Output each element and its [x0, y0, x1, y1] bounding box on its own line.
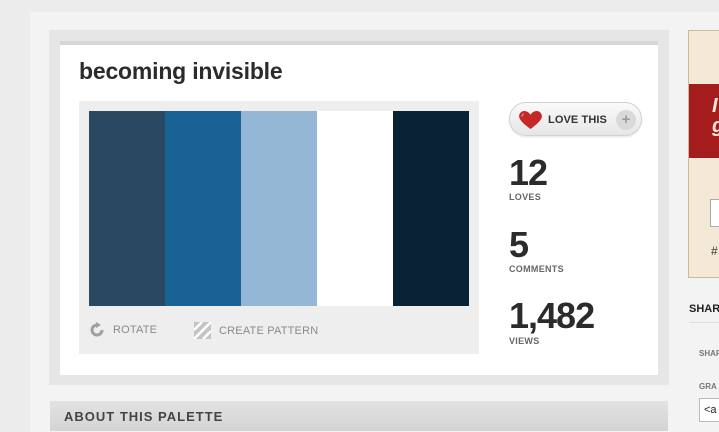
- create-pattern-button[interactable]: CREATE PATTERN: [194, 322, 318, 339]
- create-pattern-label: CREATE PATTERN: [219, 324, 319, 337]
- color-swatch-4[interactable]: [317, 111, 393, 306]
- rotate-label: ROTATE: [113, 324, 158, 336]
- love-this-label: LOVE THIS: [548, 114, 607, 126]
- embed-code-input[interactable]: <a: [699, 398, 719, 422]
- views-count: 1,482: [509, 295, 595, 336]
- sidebar-promo-input[interactable]: [710, 199, 719, 227]
- color-swatch-5[interactable]: [393, 111, 469, 306]
- rotate-icon: [90, 322, 104, 337]
- views-label: VIEWS: [509, 336, 540, 346]
- share-heading: SHAR: [689, 303, 719, 315]
- comments-label[interactable]: COMMENTS: [509, 264, 564, 274]
- color-swatch-2[interactable]: [165, 111, 241, 306]
- share-divider: [689, 322, 719, 323]
- sidebar-promo-banner[interactable]: [689, 84, 719, 158]
- palette-title: becoming invisible: [79, 58, 283, 84]
- loves-count: 12: [509, 152, 548, 193]
- color-swatches: [89, 111, 469, 306]
- pattern-icon: [194, 322, 211, 339]
- love-this-button[interactable]: LOVE THIS +: [509, 102, 642, 136]
- color-swatch-1[interactable]: [89, 111, 165, 306]
- loves-label: LOVES: [509, 192, 542, 202]
- sidebar-hash-text: #: [711, 244, 718, 258]
- heart-icon: [519, 111, 542, 130]
- plus-icon[interactable]: +: [616, 110, 636, 130]
- comments-count: 5: [509, 224, 529, 265]
- share-subheading: SHAR: [699, 349, 719, 358]
- color-swatch-3[interactable]: [241, 111, 317, 306]
- grab-subheading: GRA: [699, 382, 717, 391]
- rotate-button[interactable]: ROTATE: [89, 322, 157, 338]
- sidebar-promo-text: I g: [712, 95, 719, 136]
